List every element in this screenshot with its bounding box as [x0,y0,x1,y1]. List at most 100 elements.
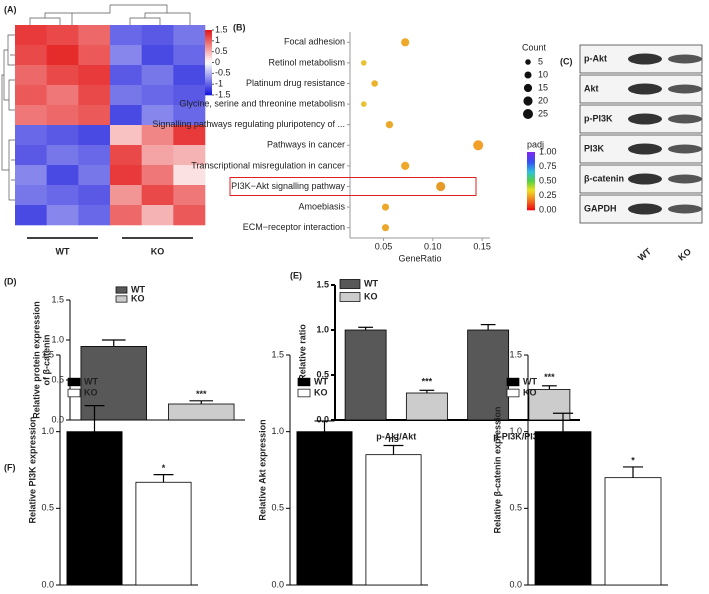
colorbar-segment [205,36,212,39]
dot [371,80,378,87]
x-tick-label: 0.05 [375,241,393,251]
heatmap-cell [173,125,206,146]
colorbar-segment [205,66,212,70]
band [668,174,702,184]
y-axis-title: Relative β-catenin expression [492,406,502,533]
colorbar-tick-label: 1.00 [539,146,557,156]
colorbar-segment [527,188,535,191]
legend-swatch [339,292,361,302]
colorbar-segment [527,152,535,155]
colorbar-segment [205,53,212,57]
dot [381,224,390,232]
heatmap-cell [141,65,174,86]
colorbar-tick-label: -0.5 [215,68,231,78]
y-tick-label: 0.5 [509,503,522,513]
significance-label: *** [422,377,433,387]
significance-label: *** [196,389,207,399]
colorbar-segment [205,34,212,37]
protein-label: p-Akt [584,53,607,63]
legend-title: padj [527,139,544,149]
legend-label: WT [131,284,145,294]
size-legend-label: 15 [538,82,548,92]
panel-label: (C) [560,56,573,66]
colorbar-tick-label: -1.5 [215,89,231,99]
colorbar-segment [527,167,535,170]
size-legend-dot [524,71,532,79]
x-axis-title: GeneRatio [398,253,441,263]
colorbar-segment [527,179,535,182]
heatmap-cell [141,185,174,206]
dendrogram [1,4,191,201]
heatmap-cell [110,185,142,206]
y-tick-label: 1.5 [51,294,64,304]
heatmap-cell [78,205,111,226]
bar [534,431,592,586]
colorbar-segment [205,40,212,44]
size-legend-label: 10 [538,69,548,79]
protein-label: GAPDH [584,203,617,213]
colorbar-segment [205,62,212,65]
legend-swatch [115,295,128,303]
bar [365,454,422,586]
colorbar-segment [527,206,535,209]
colorbar-segment [205,47,212,50]
heatmap-cell [110,105,142,126]
colorbar-segment [527,175,535,178]
y-tick-label: 1.5 [509,349,522,359]
heatmap-cell [173,25,206,46]
bar [344,329,387,421]
colorbar-segment [527,171,535,174]
colorbar-segment [527,184,535,188]
colorbar-tick-label: 1 [215,35,220,45]
group-label: WT [56,246,70,256]
band [668,204,702,214]
dot [401,38,410,47]
protein-label: p-PI3K [584,113,613,123]
band [628,113,662,125]
legend-swatch [67,388,81,398]
bar [296,431,353,586]
heatmap-cell [46,165,79,186]
heatmap-cell [15,65,47,86]
dot [401,161,410,170]
colorbar-segment [527,208,535,211]
colorbar-segment [205,82,212,85]
heatmap-cell [15,205,47,226]
colorbar-segment [205,64,212,68]
colorbar-segment [205,84,212,87]
legend-swatch [297,388,311,398]
panel-label: (E) [290,270,302,280]
dot [473,140,484,151]
bar [80,345,147,421]
colorbar-segment [205,90,212,94]
colorbar-tick-label: 0.50 [539,175,557,185]
x-tick-label: 0.10 [424,241,442,251]
legend-swatch [115,286,128,294]
y-tick-label: 0.0 [271,579,284,589]
band [628,53,662,65]
category-label: Retinol metabolism [268,57,345,67]
colorbar-segment [527,157,535,161]
category-label: Pathways in cancer [267,140,345,150]
significance-label: ns [388,434,399,444]
colorbar-segment [205,73,212,76]
colorbar-segment [527,159,535,162]
heatmap-cell [15,125,47,146]
panel-label: (D) [4,276,17,286]
band [668,84,702,94]
x-tick-label: p-Akt/Akt [376,431,416,441]
panel-label: (B) [233,22,246,32]
size-legend-label: 5 [538,56,543,66]
heatmap-cell [46,85,79,106]
legend-title: Count [522,42,547,52]
y-tick-label: 1.0 [41,426,54,436]
legend-swatch [339,279,361,289]
category-label: Signalling pathways regulating pluripote… [152,119,345,129]
heatmap-cell [46,125,79,146]
heatmap-cell [173,65,206,86]
heatmap-cell [110,165,142,186]
heatmap-cell [110,45,142,66]
heatmap-cell [173,145,206,166]
colorbar-segment [527,194,535,197]
